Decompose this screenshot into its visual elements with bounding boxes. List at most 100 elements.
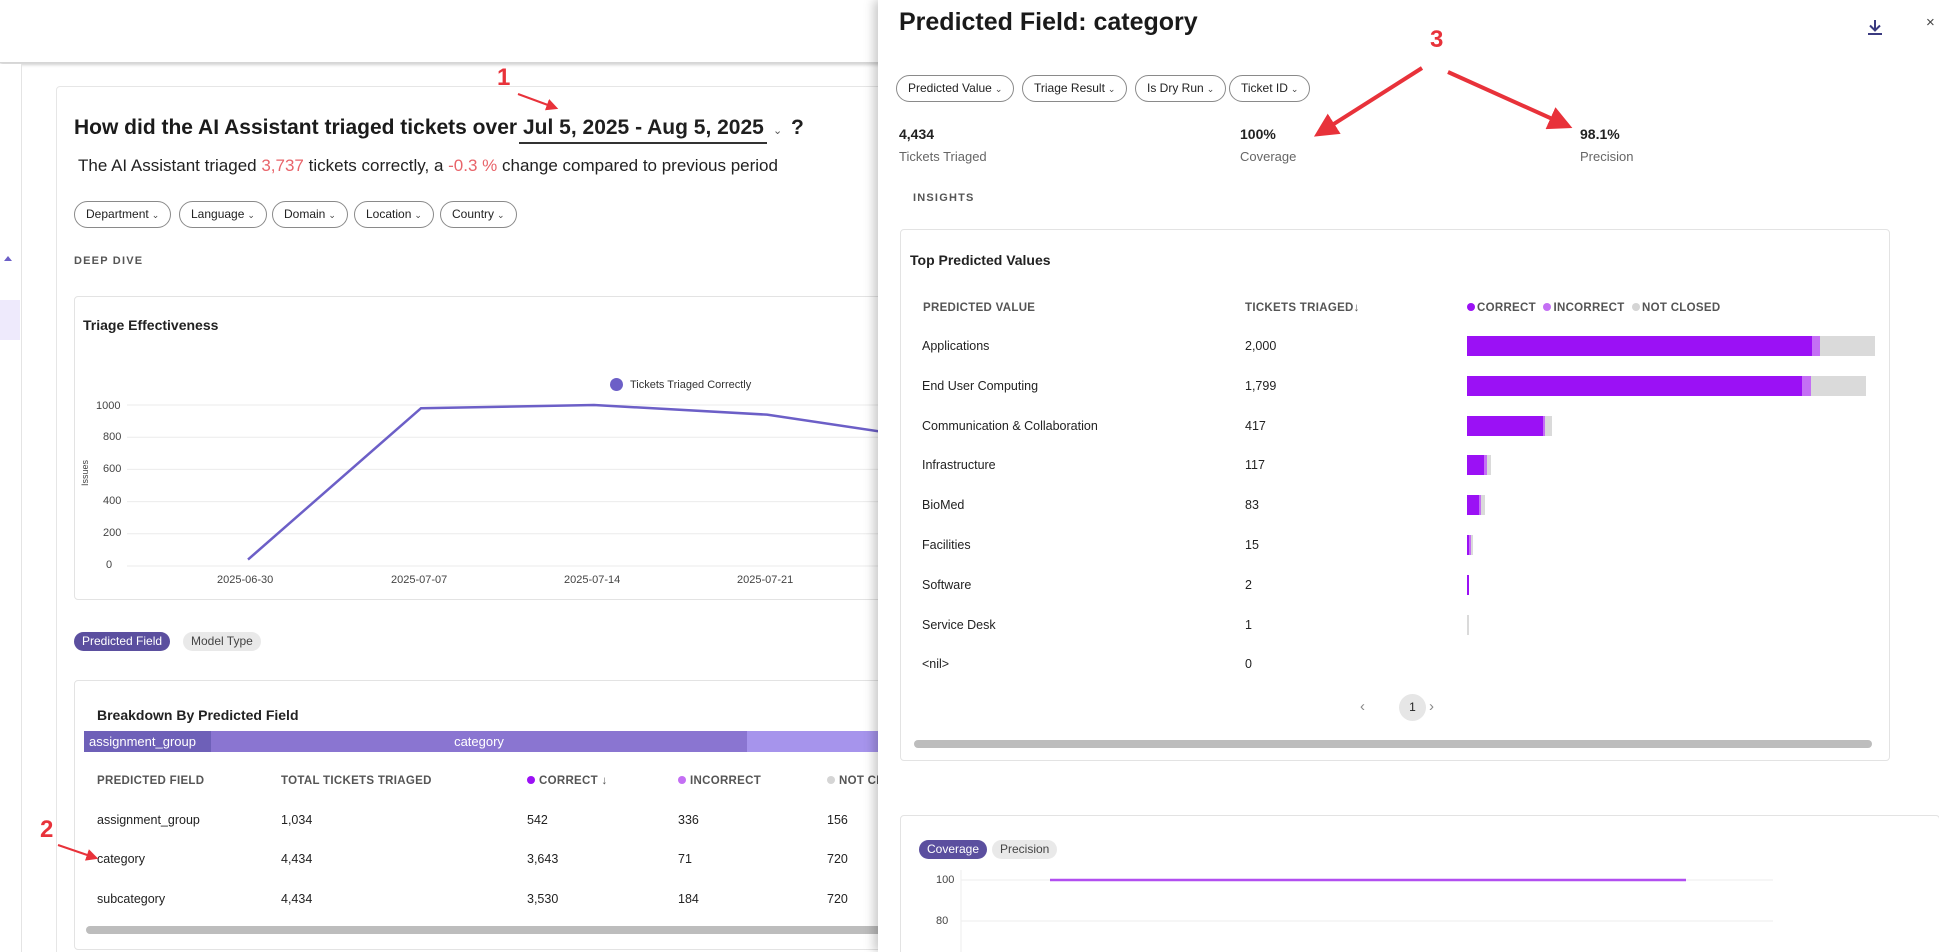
close-icon[interactable]: × [1926, 14, 1935, 31]
stacked-bar[interactable] [1467, 336, 1875, 356]
tab-coverage[interactable]: Coverage [919, 840, 988, 859]
predicted-value-label[interactable]: Infrastructure [922, 458, 996, 473]
stack-segment-subcategory[interactable] [747, 731, 884, 752]
filter-location[interactable]: Location ⌄ [354, 201, 434, 228]
breakdown-horizontal-scrollbar[interactable] [86, 926, 886, 934]
filter-label: Predicted Value [908, 81, 992, 95]
stacked-bar[interactable] [1467, 495, 1485, 516]
cell-incorrect: 184 [678, 892, 699, 906]
col-header-predicted-value[interactable]: PREDICTED VALUE [923, 302, 1036, 314]
breakdown-stack-bar[interactable]: assignment_group category [84, 731, 884, 752]
top-values-title: Top Predicted Values [910, 252, 1051, 268]
cell-correct: 3,643 [527, 852, 559, 866]
bar-segment-incorrect[interactable] [1479, 495, 1482, 516]
correct-dot-icon [1467, 303, 1475, 311]
stacked-bar[interactable] [1467, 375, 1866, 396]
legend-incorrect: INCORRECT [1553, 302, 1625, 314]
chevron-down-icon: ⌄ [1290, 84, 1299, 94]
predicted-value-label[interactable]: BioMed [922, 498, 965, 513]
col-header-total[interactable]: TOTAL TICKETS TRIAGED [281, 775, 432, 787]
not-closed-dot-icon [827, 776, 835, 784]
stacked-bar[interactable] [1467, 614, 1469, 635]
bar-segment-not-closed[interactable] [1810, 375, 1866, 396]
metric-tickets-triaged-label: Tickets Triaged [899, 149, 987, 164]
col-header-incorrect[interactable]: INCORRECT [678, 775, 761, 787]
chevron-down-icon: ⌄ [247, 210, 255, 220]
bar-segment-correct[interactable] [1467, 495, 1480, 516]
bar-segment-incorrect[interactable] [1801, 375, 1811, 396]
cell-field[interactable]: assignment_group [97, 813, 200, 827]
tickets-triaged-value: 2 [1245, 577, 1252, 592]
predicted-value-label[interactable]: <nil> [922, 657, 950, 672]
cell-field[interactable]: category [97, 852, 145, 866]
predicted-value-label[interactable]: Service Desk [922, 617, 996, 632]
filter-domain[interactable]: Domain ⌄ [272, 201, 348, 228]
filter-language[interactable]: Language ⌄ [179, 201, 267, 228]
bar-segment-not-closed[interactable] [1467, 614, 1469, 635]
stacked-bar[interactable] [1467, 415, 1553, 436]
metric-coverage-value: 100% [1240, 126, 1276, 142]
bar-segment-correct[interactable] [1467, 535, 1469, 555]
cell-field[interactable]: subcategory [97, 892, 166, 906]
stack-segment-category[interactable]: category [211, 731, 747, 752]
filter-ticket-id[interactable]: Ticket ID ⌄ [1229, 75, 1311, 102]
bar-segment-not-closed[interactable] [1471, 535, 1473, 555]
stacked-bar[interactable] [1467, 574, 1469, 595]
filter-triage-result[interactable]: Triage Result ⌄ [1022, 75, 1128, 102]
date-range-picker[interactable]: Jul 5, 2025 - Aug 5, 2025 [519, 116, 767, 144]
bar-segment-not-closed[interactable] [1544, 415, 1553, 436]
legend-correct: CORRECT [1477, 302, 1536, 314]
predicted-value-label[interactable]: Software [922, 577, 972, 592]
chevron-down-icon[interactable]: ⌄ [773, 125, 783, 137]
cell-incorrect: 336 [678, 813, 699, 827]
bar-segment-incorrect[interactable] [1811, 336, 1820, 356]
bar-segment-correct[interactable] [1467, 375, 1802, 396]
bar-segment-not-closed[interactable] [1481, 495, 1485, 516]
chevron-right-icon[interactable]: › [1429, 698, 1434, 715]
bar-segment-correct[interactable] [1467, 574, 1469, 595]
legend-label[interactable]: Tickets Triaged Correctly [630, 379, 752, 391]
x-tick: 2025-06-30 [217, 574, 274, 586]
correct-count: 3,737 [261, 156, 304, 175]
top-values-horizontal-scrollbar[interactable] [914, 740, 1872, 748]
stacked-bar[interactable] [1467, 535, 1473, 555]
x-tick: 2025-07-21 [737, 574, 794, 586]
tab-precision[interactable]: Precision [992, 840, 1058, 859]
bar-segment-not-closed[interactable] [1819, 336, 1875, 356]
download-icon[interactable] [1865, 17, 1885, 37]
sidebar-active-item[interactable] [0, 300, 20, 340]
cell-correct: 542 [527, 813, 548, 827]
stack-segment-assignment-group[interactable]: assignment_group [84, 731, 211, 752]
col-header-correct[interactable]: CORRECT ↓ [527, 775, 608, 787]
predicted-value-label[interactable]: Facilities [922, 538, 971, 552]
bar-segment-not-closed[interactable] [1486, 455, 1491, 476]
filter-predicted-value[interactable]: Predicted Value ⌄ [896, 75, 1015, 102]
bar-segment-incorrect[interactable] [1483, 455, 1487, 476]
predicted-value-label[interactable]: End User Computing [922, 378, 1039, 393]
tab-predicted-field[interactable]: Predicted Field [74, 632, 171, 651]
filter-country[interactable]: Country ⌄ [440, 201, 517, 228]
predicted-value-label[interactable]: Applications [922, 339, 990, 353]
tab-model-type[interactable]: Model Type [183, 632, 261, 651]
cell-total: 4,434 [281, 852, 313, 866]
header-label: CORRECT [539, 775, 598, 787]
col-header-field[interactable]: PREDICTED FIELD [97, 775, 205, 787]
predicted-value-label[interactable]: Communication & Collaboration [922, 418, 1098, 433]
chevron-left-icon[interactable]: ‹ [1360, 698, 1365, 715]
bar-segment-incorrect[interactable] [1469, 535, 1471, 555]
legend-dot-icon[interactable] [610, 378, 623, 391]
drawer-title: Predicted Field: category [899, 8, 1198, 36]
bar-segment-correct[interactable] [1467, 415, 1543, 436]
bar-segment-correct[interactable] [1467, 336, 1812, 356]
filter-is-dry-run[interactable]: Is Dry Run ⌄ [1135, 75, 1227, 102]
filter-label: Language [191, 207, 245, 221]
page-1-button[interactable]: 1 [1399, 694, 1426, 721]
col-header-tickets-triaged[interactable]: TICKETS TRIAGED↓ [1245, 302, 1360, 314]
col-header-not-closed[interactable]: NOT CL [827, 775, 884, 787]
bar-segment-correct[interactable] [1467, 455, 1484, 476]
stacked-bar[interactable] [1467, 455, 1491, 476]
collapse-caret-icon[interactable] [4, 256, 12, 261]
filter-department[interactable]: Department ⌄ [74, 201, 172, 228]
bar-segment-incorrect[interactable] [1542, 415, 1545, 436]
